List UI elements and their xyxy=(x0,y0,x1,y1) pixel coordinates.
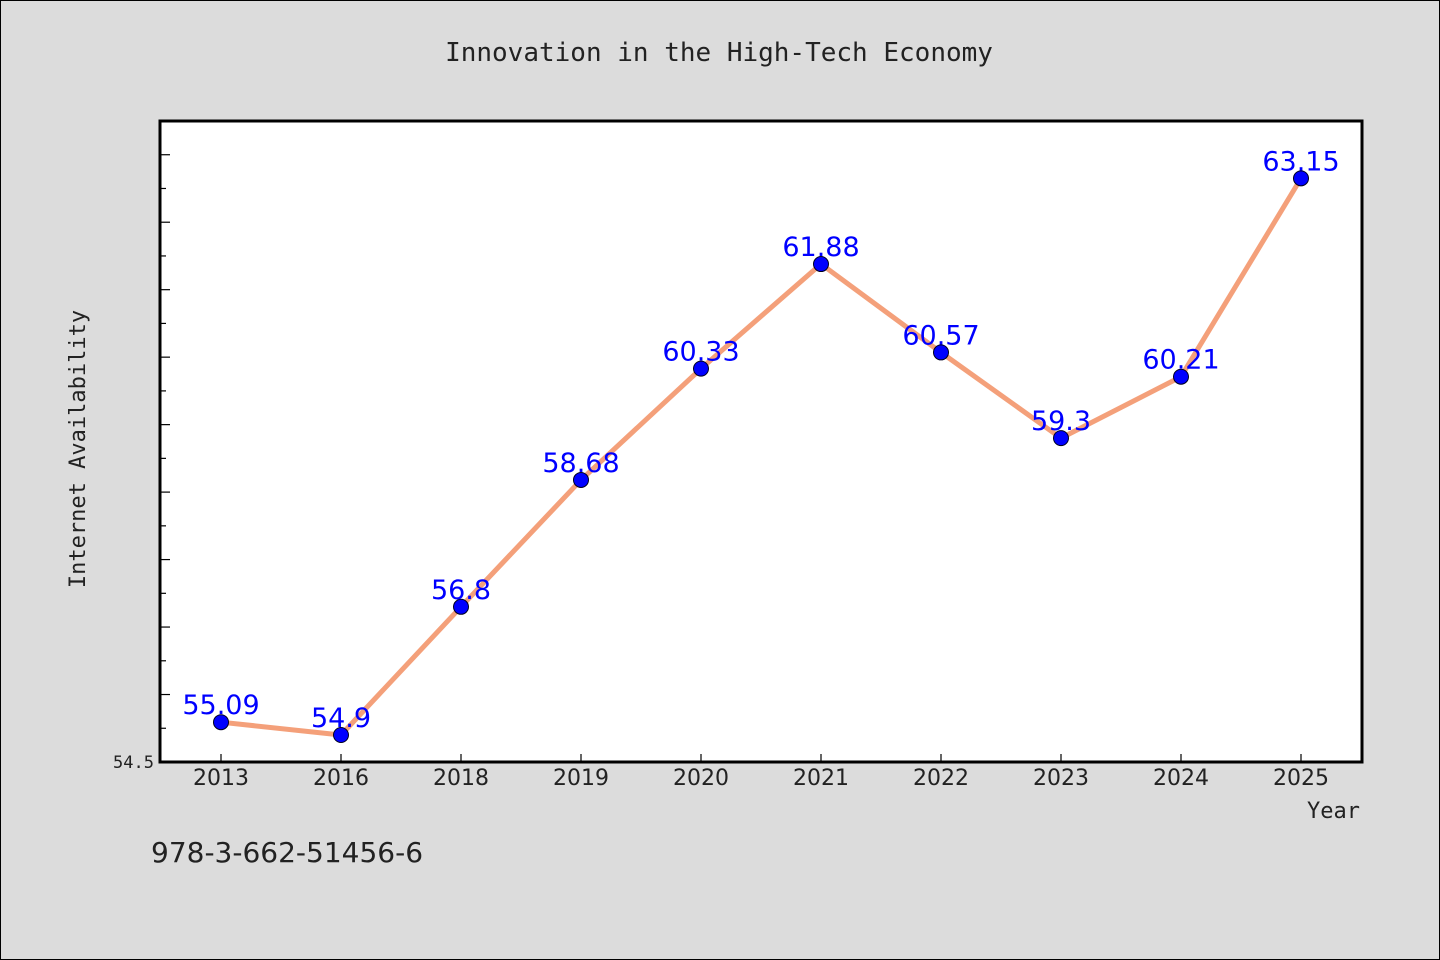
x-tick-label: 2013 xyxy=(193,766,249,791)
data-point-marker xyxy=(333,727,349,744)
x-tick-label: 2016 xyxy=(313,766,369,791)
data-label: 60.21 xyxy=(1142,345,1219,376)
data-point-marker xyxy=(1053,430,1069,447)
data-label: 60.33 xyxy=(662,337,739,368)
plot-area xyxy=(158,119,1364,764)
data-label: 60.57 xyxy=(902,320,979,351)
data-label: 55.09 xyxy=(182,690,259,721)
data-point-marker xyxy=(1293,170,1309,187)
x-tick-label: 2021 xyxy=(793,766,849,791)
data-label: 61.88 xyxy=(782,232,859,263)
x-tick-label: 2025 xyxy=(1273,766,1329,791)
series-layer xyxy=(213,170,1309,744)
chart-title: Innovation in the High-Tech Economy xyxy=(445,38,993,68)
x-tick-label: 2022 xyxy=(913,766,969,791)
data-labels-layer: 55.09 54.9 56.8 58.68 60.33 61.88 60.57 59.3 60.… xyxy=(182,146,1339,734)
x-axis-ticks: 2013 2016 2018 2019 2020 2021 2022 2023 2024 2025 xyxy=(193,754,1329,791)
series-line xyxy=(218,175,1304,738)
data-point-marker xyxy=(573,471,589,488)
data-point-marker xyxy=(933,344,949,361)
data-point-marker xyxy=(1173,368,1189,385)
y-axis-ticks: 54.5 xyxy=(113,120,170,773)
data-label: 59.3 xyxy=(1031,406,1091,437)
y-axis-label: Internet Availability xyxy=(66,310,91,588)
data-label: 56.8 xyxy=(431,575,491,606)
isbn-annotation: 978-3-662-51456-6 xyxy=(151,836,424,869)
data-point-marker xyxy=(693,360,709,377)
x-tick-label: 2024 xyxy=(1153,766,1209,791)
data-point-marker xyxy=(453,598,469,615)
y-tick-label: 54.5 xyxy=(113,753,154,773)
data-point-marker xyxy=(213,714,229,731)
x-tick-label: 2018 xyxy=(433,766,489,791)
x-tick-label: 2020 xyxy=(673,766,729,791)
data-point-marker xyxy=(813,256,829,273)
data-label: 54.9 xyxy=(311,703,371,734)
x-axis-label: Year xyxy=(1307,799,1360,824)
data-label: 63.15 xyxy=(1262,146,1339,177)
x-tick-label: 2023 xyxy=(1033,766,1089,791)
data-label: 58.68 xyxy=(542,448,619,479)
x-tick-label: 2019 xyxy=(553,766,609,791)
